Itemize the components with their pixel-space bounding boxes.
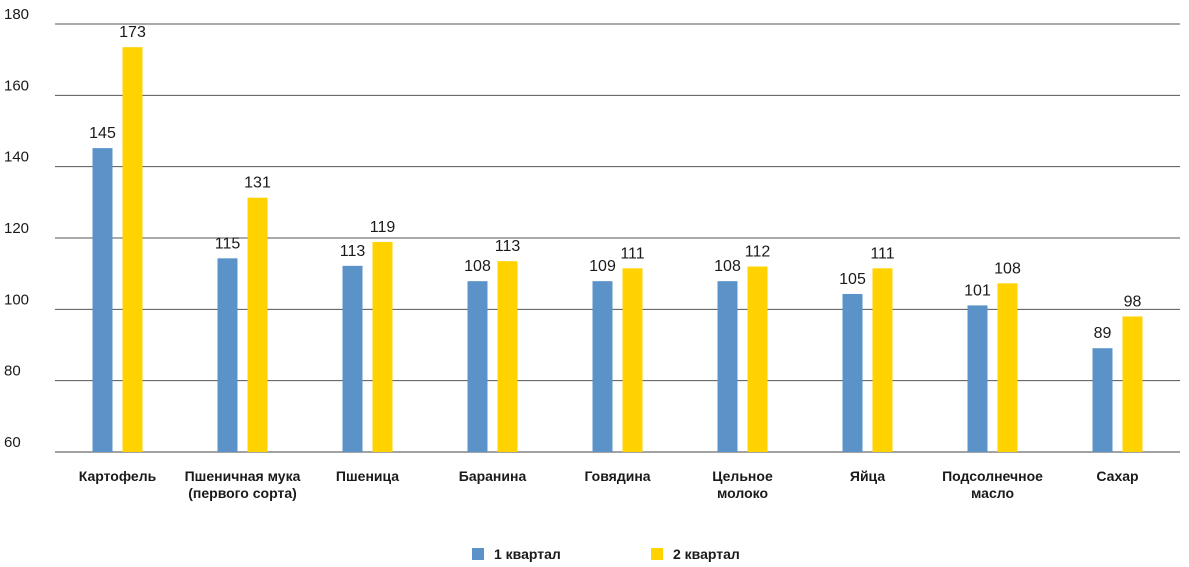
data-label: 111 — [620, 245, 644, 262]
legend-swatch-q1 — [472, 548, 484, 560]
bar-q1 — [92, 148, 113, 452]
x-tick-label: Картофель — [79, 468, 157, 484]
x-tick-label: Подсолнечное — [942, 468, 1043, 484]
gridlines — [55, 23, 1180, 453]
data-label: 109 — [589, 258, 616, 275]
legend-swatch-q2 — [651, 548, 663, 560]
bar-q1 — [342, 265, 363, 452]
y-tick-label: 100 — [4, 291, 29, 308]
x-tick-label: молоко — [717, 485, 768, 501]
x-tick-label: Пшеница — [336, 468, 399, 484]
data-label: 112 — [745, 244, 771, 261]
data-label: 108 — [714, 258, 741, 275]
bar-q2 — [122, 47, 143, 452]
bar-q2 — [747, 266, 768, 452]
bar-q1 — [467, 281, 488, 452]
x-tick-label: (первого сорта) — [188, 485, 297, 501]
y-axis-ticks: 60 80 100 120 140 160 180 — [4, 6, 29, 451]
bar-q2 — [872, 268, 893, 452]
y-tick-label: 60 — [4, 434, 21, 451]
legend: 1 квартал 2 квартал — [0, 546, 1189, 564]
data-label: 119 — [370, 219, 396, 236]
category-labels: Картофель Пшеничная мука(первого сорта) Пш… — [79, 468, 1139, 501]
bar-q1 — [717, 281, 738, 452]
data-label: 108 — [464, 258, 491, 275]
bar-q2 — [372, 241, 393, 452]
y-tick-label: 160 — [4, 77, 29, 94]
x-tick-label: Говядина — [584, 468, 650, 484]
data-label: 145 — [89, 125, 116, 142]
bar-q2 — [247, 197, 268, 452]
y-tick-label: 120 — [4, 220, 29, 237]
x-tick-label: Сахар — [1096, 468, 1138, 484]
bar-q2 — [622, 268, 643, 452]
bar-q1 — [592, 281, 613, 452]
data-label: 113 — [340, 243, 366, 260]
bar-q1 — [1092, 348, 1113, 452]
bar-q1 — [217, 258, 238, 452]
legend-label-q2: 2 квартал — [673, 546, 740, 562]
data-label: 131 — [244, 175, 271, 192]
data-label: 98 — [1124, 293, 1142, 310]
bar-q1 — [842, 293, 863, 452]
data-label: 113 — [495, 238, 521, 255]
y-tick-label: 80 — [4, 363, 21, 380]
data-label: 173 — [119, 24, 146, 41]
x-tick-label: Яйца — [850, 468, 885, 484]
value-labels: 1451731151311131191081131091111081121051… — [89, 24, 1141, 342]
data-label: 101 — [964, 282, 991, 299]
x-tick-label: Баранина — [459, 468, 527, 484]
y-tick-label: 180 — [4, 6, 29, 23]
bar-q2 — [1122, 316, 1143, 452]
legend-item-q1: 1 квартал — [472, 546, 561, 562]
data-label: 105 — [839, 271, 866, 288]
bar-q2 — [997, 283, 1018, 452]
bars — [92, 47, 1143, 452]
bar-q2 — [497, 261, 518, 452]
x-tick-label: Цельное — [712, 468, 773, 484]
legend-label-q1: 1 квартал — [494, 546, 561, 562]
data-label: 111 — [870, 245, 894, 262]
data-label: 89 — [1094, 325, 1112, 342]
data-label: 115 — [215, 235, 241, 252]
data-label: 108 — [994, 260, 1021, 277]
x-tick-label: масло — [971, 485, 1014, 501]
bar-q1 — [967, 305, 988, 452]
x-tick-label: Пшеничная мука — [185, 468, 301, 484]
legend-item-q2: 2 квартал — [651, 546, 740, 562]
y-tick-label: 140 — [4, 149, 29, 166]
